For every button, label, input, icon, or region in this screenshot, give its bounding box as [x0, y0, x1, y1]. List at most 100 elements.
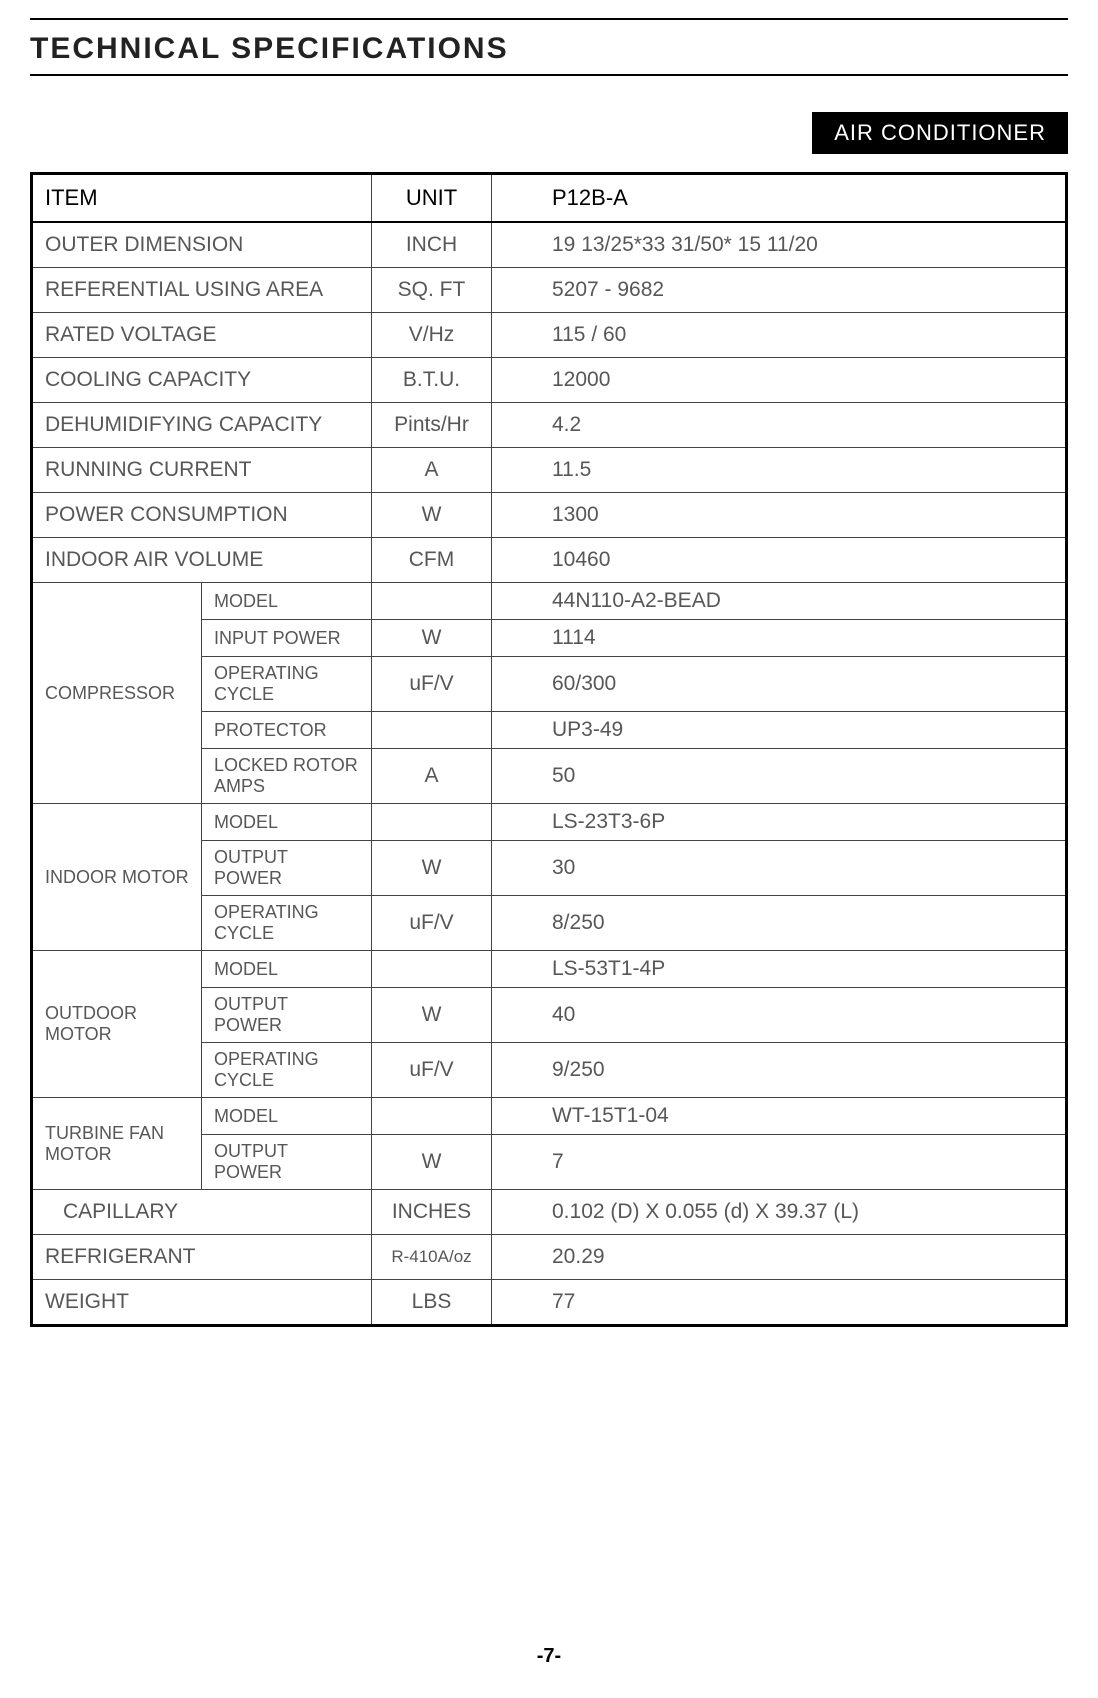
- table-row: OUTER DIMENSION INCH 19 13/25*33 31/50* …: [32, 222, 1067, 268]
- row-label: REFERENTIAL USING AREA: [32, 268, 372, 313]
- row-unit: LBS: [372, 1280, 492, 1326]
- row-label: OUTER DIMENSION: [32, 222, 372, 268]
- group-label-compressor: COMPRESSOR: [32, 583, 202, 804]
- row-label: INDOOR AIR VOLUME: [32, 538, 372, 583]
- row-unit: SQ. FT: [372, 268, 492, 313]
- sub-value: 40: [492, 988, 1067, 1043]
- row-value: 1300: [492, 493, 1067, 538]
- header-model: P12B-A: [492, 174, 1067, 223]
- row-label: RATED VOLTAGE: [32, 313, 372, 358]
- sub-value: 9/250: [492, 1043, 1067, 1098]
- sub-unit: A: [372, 749, 492, 804]
- row-value: 0.102 (D) X 0.055 (d) X 39.37 (L): [492, 1190, 1067, 1235]
- sub-label: MODEL: [202, 583, 372, 620]
- group-label-indoor-motor: INDOOR MOTOR: [32, 804, 202, 951]
- table-header-row: ITEM UNIT P12B-A: [32, 174, 1067, 223]
- row-unit: R-410A/oz: [372, 1235, 492, 1280]
- row-value: 12000: [492, 358, 1067, 403]
- sub-unit: [372, 1098, 492, 1135]
- header-item: ITEM: [32, 174, 372, 223]
- sub-value: LS-53T1-4P: [492, 951, 1067, 988]
- sub-label: PROTECTOR: [202, 712, 372, 749]
- row-value: 19 13/25*33 31/50* 15 11/20: [492, 222, 1067, 268]
- row-unit: A: [372, 448, 492, 493]
- sub-label: LOCKED ROTOR AMPS: [202, 749, 372, 804]
- sub-value: WT-15T1-04: [492, 1098, 1067, 1135]
- sub-value: LS-23T3-6P: [492, 804, 1067, 841]
- group-label-outdoor-motor: OUTDOOR MOTOR: [32, 951, 202, 1098]
- table-row: TURBINE FAN MOTOR MODEL WT-15T1-04: [32, 1098, 1067, 1135]
- sub-label: OPERATING CYCLE: [202, 896, 372, 951]
- table-row: CAPILLARY INCHES 0.102 (D) X 0.055 (d) X…: [32, 1190, 1067, 1235]
- badge-row: AIR CONDITIONER: [30, 112, 1068, 154]
- row-value: 20.29: [492, 1235, 1067, 1280]
- sub-value: 44N110-A2-BEAD: [492, 583, 1067, 620]
- table-row: COOLING CAPACITY B.T.U. 12000: [32, 358, 1067, 403]
- sub-label: OUTPUT POWER: [202, 841, 372, 896]
- page-number: -7-: [0, 1645, 1098, 1668]
- table-row: POWER CONSUMPTION W 1300: [32, 493, 1067, 538]
- sub-unit: W: [372, 988, 492, 1043]
- row-label: DEHUMIDIFYING CAPACITY: [32, 403, 372, 448]
- row-value: 4.2: [492, 403, 1067, 448]
- spec-table: ITEM UNIT P12B-A OUTER DIMENSION INCH 19…: [30, 172, 1068, 1327]
- sub-unit: [372, 951, 492, 988]
- row-value: 10460: [492, 538, 1067, 583]
- row-value: 77: [492, 1280, 1067, 1326]
- sub-unit: uF/V: [372, 1043, 492, 1098]
- sub-value: 1114: [492, 620, 1067, 657]
- sub-value: 50: [492, 749, 1067, 804]
- table-row: RATED VOLTAGE V/Hz 115 / 60: [32, 313, 1067, 358]
- sub-value: 8/250: [492, 896, 1067, 951]
- row-unit: INCHES: [372, 1190, 492, 1235]
- page-title: TECHNICAL SPECIFICATIONS: [30, 20, 1068, 74]
- sub-unit: [372, 583, 492, 620]
- row-label: COOLING CAPACITY: [32, 358, 372, 403]
- sub-label: OPERATING CYCLE: [202, 1043, 372, 1098]
- row-unit: V/Hz: [372, 313, 492, 358]
- sub-value: 30: [492, 841, 1067, 896]
- title-rule: [30, 74, 1068, 76]
- table-row: REFRIGERANT R-410A/oz 20.29: [32, 1235, 1067, 1280]
- sub-label: OPERATING CYCLE: [202, 657, 372, 712]
- sub-unit: [372, 804, 492, 841]
- sub-value: 7: [492, 1135, 1067, 1190]
- sub-label: MODEL: [202, 1098, 372, 1135]
- row-unit: W: [372, 493, 492, 538]
- sub-value: 60/300: [492, 657, 1067, 712]
- row-unit: INCH: [372, 222, 492, 268]
- table-row: COMPRESSOR MODEL 44N110-A2-BEAD: [32, 583, 1067, 620]
- group-label-turbine: TURBINE FAN MOTOR: [32, 1098, 202, 1190]
- table-row: OUTDOOR MOTOR MODEL LS-53T1-4P: [32, 951, 1067, 988]
- table-row: INDOOR MOTOR MODEL LS-23T3-6P: [32, 804, 1067, 841]
- sub-unit: W: [372, 620, 492, 657]
- sub-label: OUTPUT POWER: [202, 1135, 372, 1190]
- row-value: 11.5: [492, 448, 1067, 493]
- page: TECHNICAL SPECIFICATIONS AIR CONDITIONER…: [0, 18, 1098, 1327]
- table-row: REFERENTIAL USING AREA SQ. FT 5207 - 968…: [32, 268, 1067, 313]
- row-value: 115 / 60: [492, 313, 1067, 358]
- sub-unit: [372, 712, 492, 749]
- product-badge: AIR CONDITIONER: [812, 112, 1068, 154]
- row-label: CAPILLARY: [32, 1190, 372, 1235]
- sub-unit: uF/V: [372, 657, 492, 712]
- sub-unit: uF/V: [372, 896, 492, 951]
- row-label: POWER CONSUMPTION: [32, 493, 372, 538]
- row-value: 5207 - 9682: [492, 268, 1067, 313]
- row-unit: CFM: [372, 538, 492, 583]
- table-row: INDOOR AIR VOLUME CFM 10460: [32, 538, 1067, 583]
- sub-unit: W: [372, 841, 492, 896]
- row-unit: B.T.U.: [372, 358, 492, 403]
- table-row: WEIGHT LBS 77: [32, 1280, 1067, 1326]
- sub-label: MODEL: [202, 804, 372, 841]
- row-unit: Pints/Hr: [372, 403, 492, 448]
- sub-label: INPUT POWER: [202, 620, 372, 657]
- sub-label: OUTPUT POWER: [202, 988, 372, 1043]
- sub-value: UP3-49: [492, 712, 1067, 749]
- table-row: RUNNING CURRENT A 11.5: [32, 448, 1067, 493]
- header-unit: UNIT: [372, 174, 492, 223]
- table-row: DEHUMIDIFYING CAPACITY Pints/Hr 4.2: [32, 403, 1067, 448]
- row-label: WEIGHT: [32, 1280, 372, 1326]
- row-label: RUNNING CURRENT: [32, 448, 372, 493]
- row-label: REFRIGERANT: [32, 1235, 372, 1280]
